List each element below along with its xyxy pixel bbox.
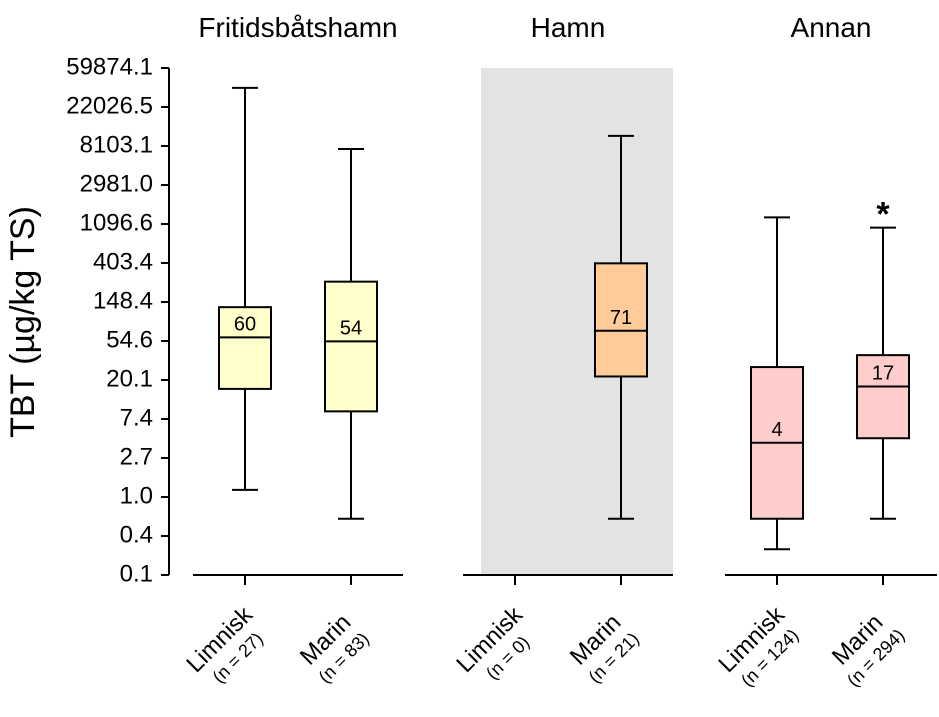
median-label: 4 [771,419,782,441]
x-label-group: Limnisk(n = 27) [181,601,267,687]
y-tick-label: 1.0 [120,482,153,509]
y-tick-label: 59874.1 [66,53,153,80]
y-tick-label: 54.6 [106,326,153,353]
box-iqr [324,280,378,413]
y-tick-label: 8103.1 [80,131,153,158]
y-tick-label: 0.4 [120,521,153,548]
y-tick-label: 2981.0 [80,170,153,197]
x-label-group: Marin(n = 294) [827,609,909,691]
y-tick-label: 7.4 [120,404,153,431]
box-iqr [856,354,910,440]
panel-2: Annan Limnisk(n = 124) 4 Marin(n = 294) 17 * [713,12,937,691]
x-label-group: Limnisk(n = 124) [713,601,802,691]
y-axis: 0.1 0.4 1.0 2.7 7.4 20.1 54.6 148.4 403.4 1096.6 2… [66,53,170,587]
panel-title: Annan [791,12,872,43]
significance-marker: * [876,196,890,234]
median-label: 71 [610,307,632,329]
y-tick-label: 1096.6 [80,209,153,236]
median-label: 17 [872,363,894,385]
y-tick-label: 20.1 [106,365,153,392]
median-label: 54 [340,317,362,339]
y-tick-label: 22026.5 [66,92,153,119]
x-label-group: Limnisk(n = 0) [451,601,533,684]
y-tick-label: 0.1 [120,560,153,587]
box-iqr [594,262,648,378]
box-iqr [218,306,272,390]
y-axis-label: TBT (µg/kg TS) [4,206,42,438]
median-label: 60 [234,313,256,335]
y-tick-label: 148.4 [93,287,153,314]
x-label-group: Marin(n = 21) [565,609,643,687]
y-tick-label: 403.4 [93,248,153,275]
x-label-group: Marin(n = 83) [295,609,373,687]
panel-0: Fritidsbåtshamn Limnisk(n = 27) 60 Marin(n … [181,12,403,687]
panel-title: Fritidsbåtshamn [198,12,397,43]
y-tick-label: 2.7 [120,443,153,470]
panel-title: Hamn [531,12,606,43]
